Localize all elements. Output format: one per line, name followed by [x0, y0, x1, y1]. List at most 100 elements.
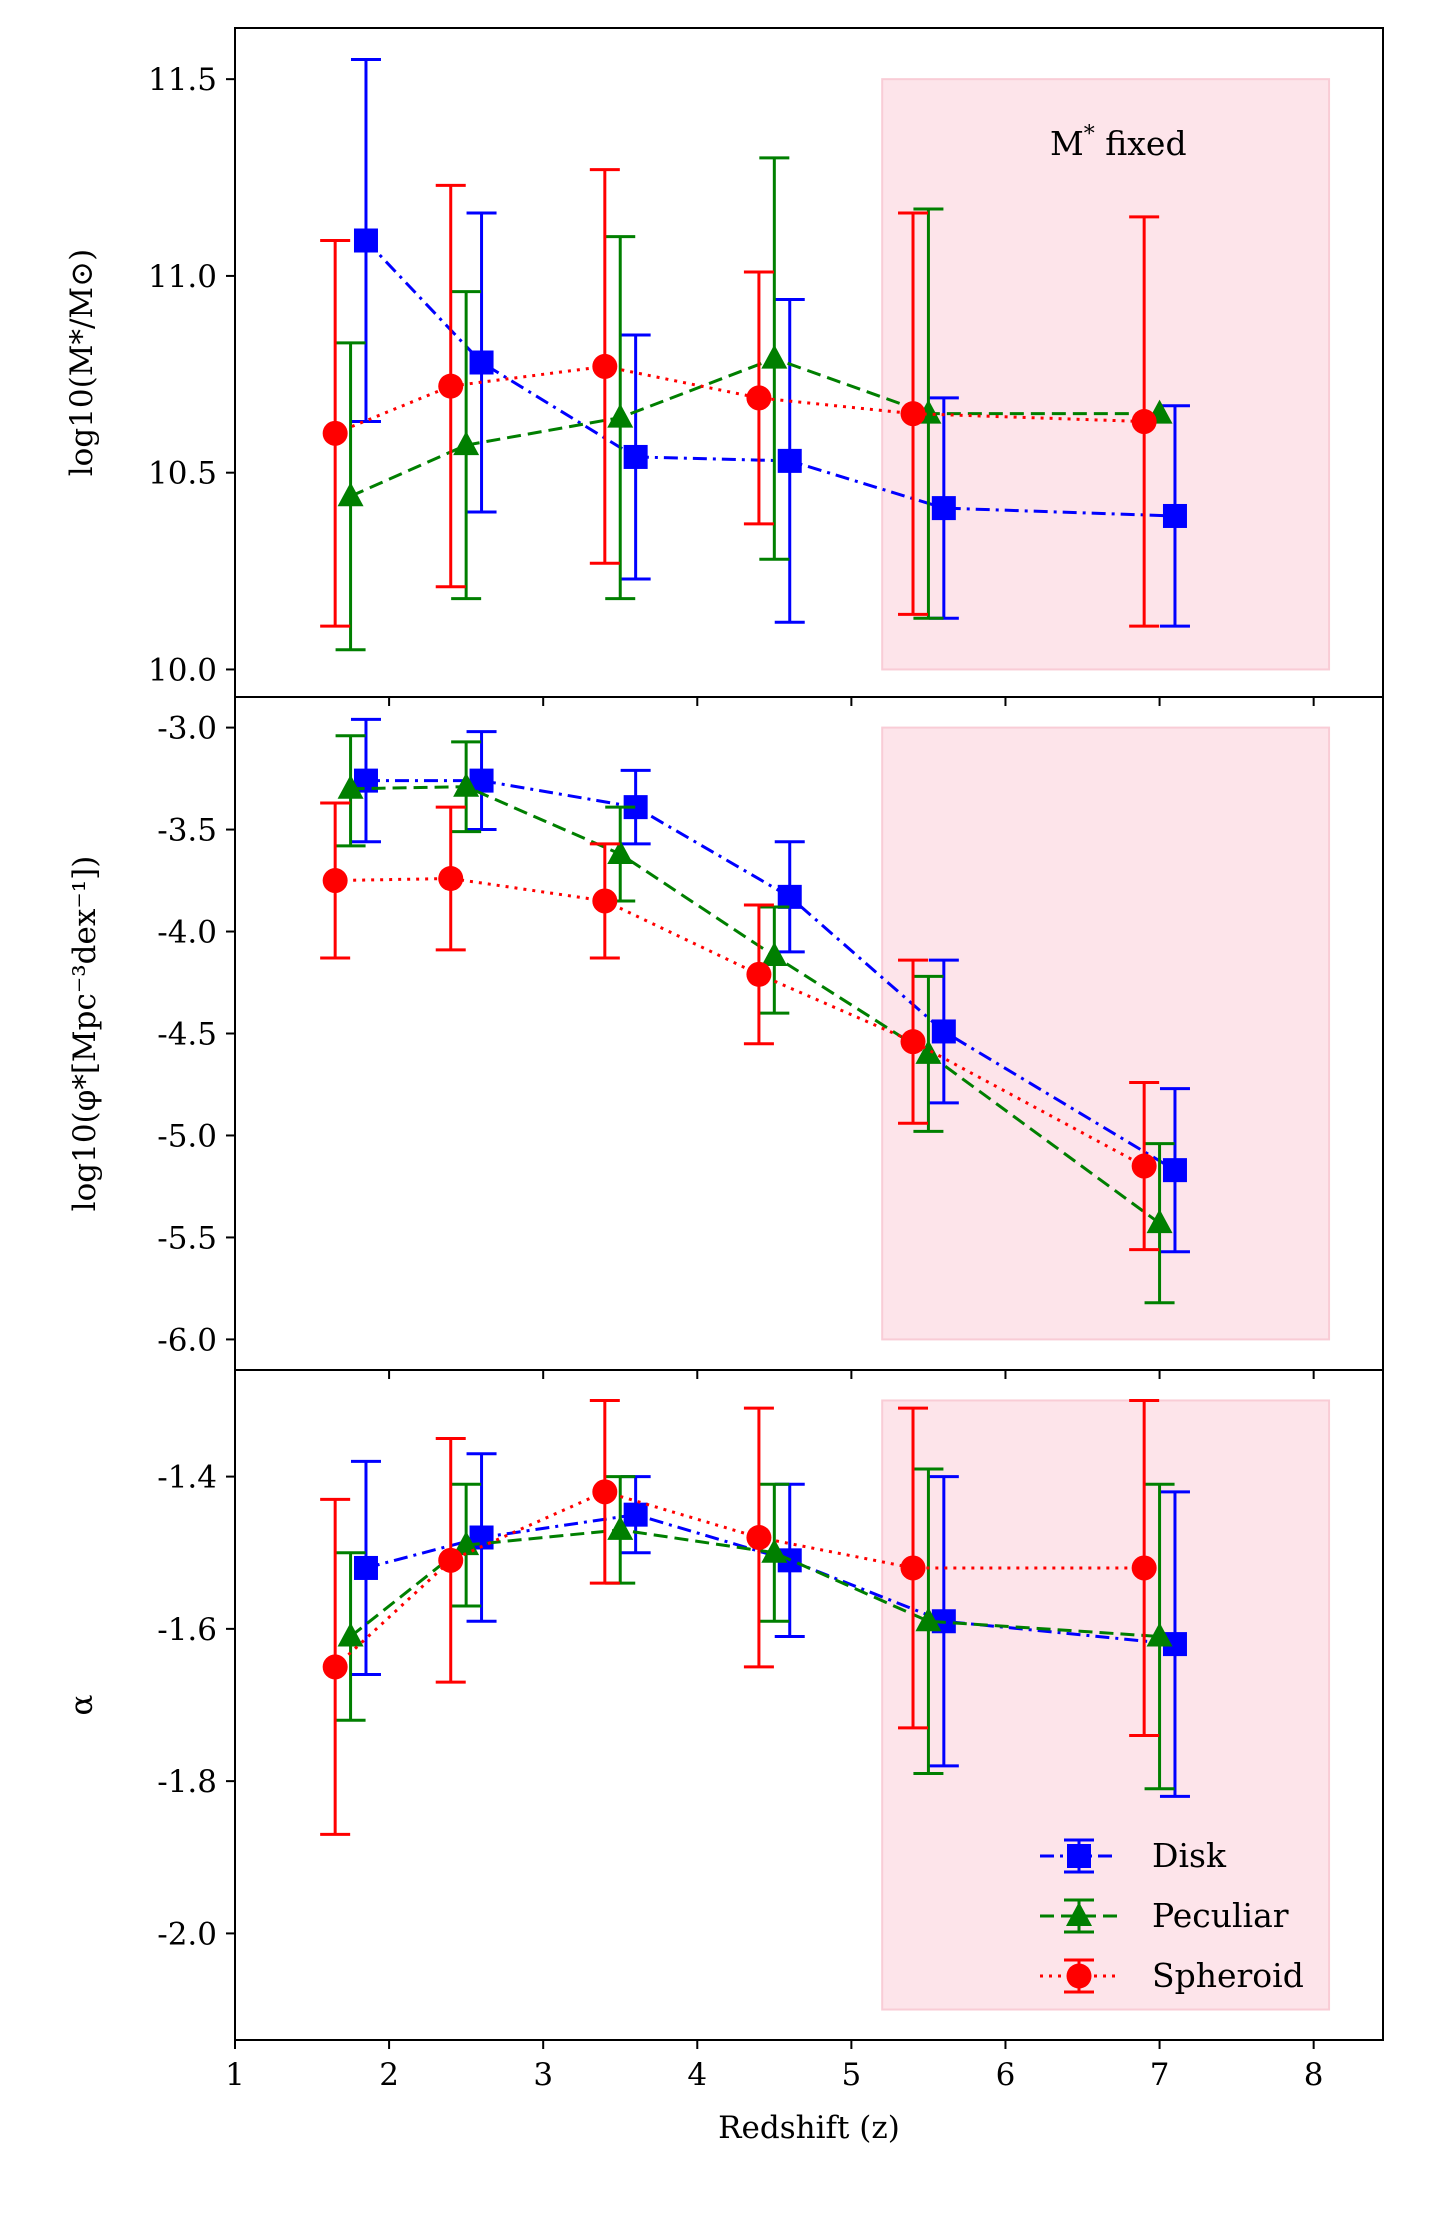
data-point	[777, 884, 802, 909]
y-tick-label: -2.0	[157, 1916, 217, 1952]
series-line	[334, 364, 1145, 435]
series-disk	[350, 57, 1190, 628]
y-tick-label: -6.0	[157, 1322, 217, 1358]
data-point	[623, 1502, 648, 1527]
data-point	[337, 774, 364, 799]
legend-label: Disk	[1152, 1836, 1227, 1875]
y-axis-label: log10(φ*[Mpc⁻³dex⁻¹])	[67, 856, 103, 1212]
series-line	[349, 1528, 1160, 1638]
data-point	[1162, 503, 1187, 528]
x-tick-label: 6	[996, 2057, 1016, 2093]
data-point	[337, 482, 364, 507]
x-tick-label: 3	[533, 2057, 553, 2093]
data-point	[438, 866, 464, 892]
data-point	[761, 1538, 788, 1563]
y-tick-label: 11.5	[148, 62, 217, 98]
x-tick-label: 1	[225, 2057, 245, 2093]
data-point	[761, 344, 788, 369]
x-tick-label: 7	[1150, 2057, 1170, 2093]
data-point	[623, 444, 648, 469]
y-axis-label: log10(M*/M⊙)	[64, 249, 100, 476]
panel-alpha: -1.4 -1.6 -1.8 -2.0 α	[64, 1369, 1384, 2049]
legend: Disk Peculiar Spheroid	[1040, 1836, 1304, 1995]
y-tick-label: 10.0	[148, 652, 217, 688]
series-spheroid	[320, 1398, 1160, 1836]
data-point	[592, 888, 618, 914]
series-peculiar	[335, 1467, 1175, 1791]
series-line	[334, 1490, 1145, 1669]
y-tick-label: -5.5	[157, 1220, 217, 1256]
legend-marker	[1066, 1902, 1092, 1926]
data-point	[607, 1515, 634, 1540]
data-point	[353, 1555, 378, 1580]
y-tick-label: -3.0	[157, 711, 217, 747]
data-point	[592, 1479, 618, 1505]
y-tick-label: -5.0	[157, 1118, 217, 1154]
data-point	[1131, 409, 1157, 435]
data-point	[453, 431, 480, 456]
data-point	[900, 1555, 926, 1581]
y-axis-label: α	[64, 1694, 100, 1715]
data-point	[746, 1525, 772, 1550]
data-point	[322, 420, 348, 446]
legend-marker	[1067, 1844, 1091, 1868]
panel-mstar: 10.0 10.5 11.0 11.5 log10(M*/M⊙)	[64, 27, 1384, 706]
series-peculiar	[335, 734, 1175, 1305]
data-point	[915, 1607, 942, 1632]
y-tick-label: -1.4	[157, 1460, 217, 1496]
data-point	[453, 772, 480, 797]
data-point	[607, 840, 634, 865]
data-point	[592, 353, 618, 379]
shaded-region	[881, 726, 1331, 1341]
data-point	[1146, 1209, 1173, 1234]
series-line	[350, 785, 1161, 1225]
y-tick-label: 11.0	[148, 259, 217, 295]
data-point	[900, 1029, 926, 1055]
data-point	[353, 228, 378, 253]
annotation-mstar-fixed: M* fixed	[1050, 122, 1187, 163]
data-point	[746, 961, 772, 987]
data-point	[322, 868, 348, 894]
x-tick-label: 5	[842, 2057, 862, 2093]
shaded-region	[881, 1399, 1331, 2011]
x-tick-label: 4	[687, 2057, 707, 2093]
y-tick-label: 10.5	[148, 456, 217, 492]
series-spheroid	[320, 168, 1160, 628]
data-point	[322, 1654, 348, 1680]
data-point	[931, 1019, 956, 1044]
data-point	[1131, 1555, 1157, 1581]
data-point	[746, 385, 772, 411]
data-point	[469, 350, 494, 375]
legend-entry-peculiar: Peculiar	[1040, 1896, 1289, 1935]
data-point	[337, 1622, 364, 1647]
y-tick-label: -3.5	[157, 813, 217, 849]
data-point	[1131, 1153, 1157, 1179]
panel-frame	[234, 1369, 1384, 2041]
y-tick-label: -1.6	[157, 1612, 217, 1648]
legend-entry-spheroid: Spheroid	[1040, 1956, 1304, 1995]
shaded-region	[881, 78, 1331, 671]
data-point	[900, 401, 926, 427]
series-spheroid	[320, 801, 1160, 1252]
data-point	[1162, 1158, 1187, 1183]
data-point	[761, 942, 788, 967]
x-tick-label: 8	[1304, 2057, 1324, 2093]
data-point	[777, 448, 802, 473]
x-tick-label: 2	[379, 2057, 399, 2093]
data-point	[607, 403, 634, 428]
data-point	[931, 496, 956, 521]
panel-phistar: -3.0 -3.5 -4.0 -4.5 -5.0 -5.5 -6.0 log10(φ*[Mpc…	[67, 696, 1384, 1379]
legend-entry-disk: Disk	[1040, 1836, 1227, 1875]
y-tick-label: -4.0	[157, 915, 217, 951]
legend-marker	[1066, 1963, 1092, 1989]
y-tick-label: -4.5	[157, 1017, 217, 1053]
series-line	[364, 239, 1176, 518]
x-axis-label: Redshift (z)	[718, 2110, 900, 2146]
data-point	[438, 1547, 464, 1573]
data-point	[438, 373, 464, 399]
legend-label: Spheroid	[1152, 1956, 1304, 1995]
series-line	[349, 356, 1160, 498]
y-tick-label: -1.8	[157, 1764, 217, 1800]
